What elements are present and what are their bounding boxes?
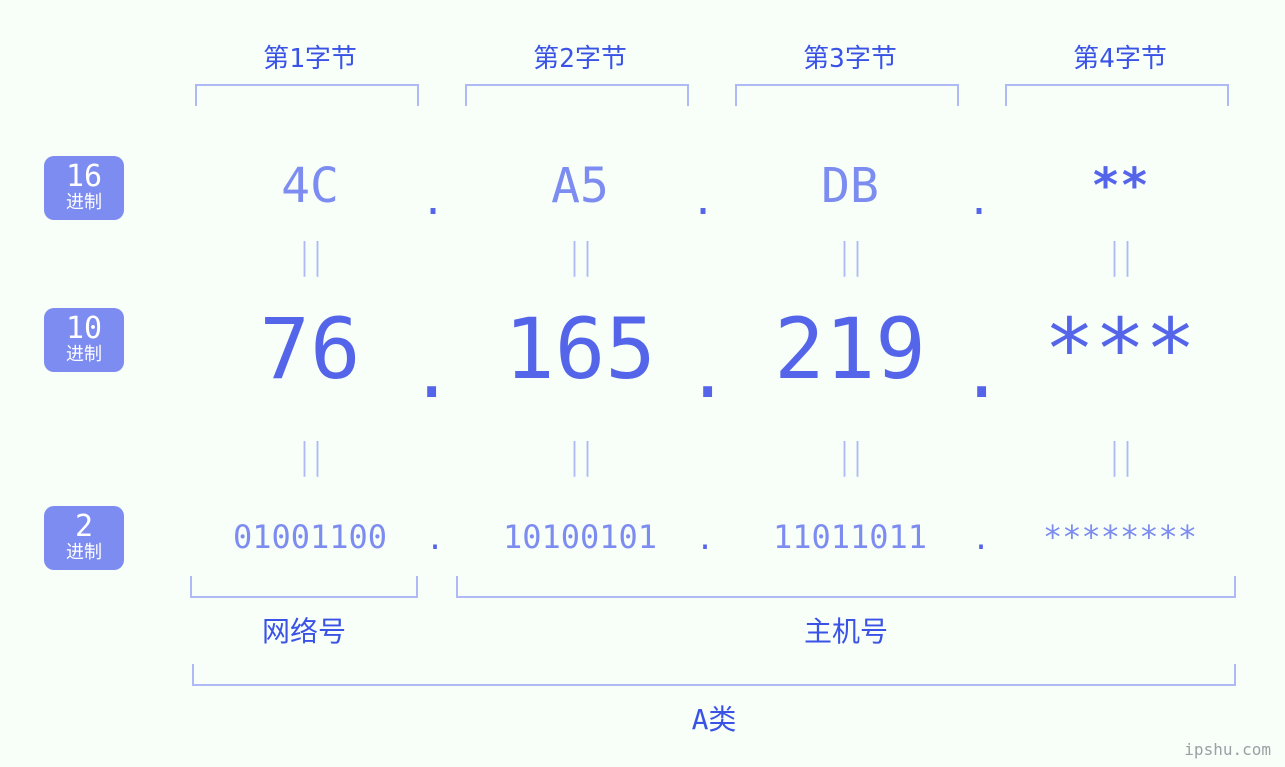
bracket-byte-4 (1005, 84, 1229, 106)
eq-2-3: || (838, 436, 862, 477)
dot-hex-2: . (688, 178, 718, 224)
label-class: A类 (192, 698, 1236, 738)
bracket-byte-1 (195, 84, 419, 106)
hex-byte-1: 4C (180, 158, 440, 214)
dot-hex-3: . (964, 178, 994, 224)
dot-bin-2: . (690, 522, 720, 557)
eq-1-3: || (838, 236, 862, 277)
bin-byte-4: ******** (990, 518, 1250, 556)
byte-header-2: 第2字节 (450, 38, 710, 75)
dec-byte-3: 219 (720, 300, 980, 398)
dot-bin-3: . (966, 522, 996, 557)
bin-byte-3: 11011011 (720, 518, 980, 556)
dec-byte-4: *** (990, 300, 1250, 398)
badge-base-10: 10 进制 (44, 308, 124, 372)
byte-header-4: 第4字节 (990, 38, 1250, 75)
label-host: 主机号 (456, 610, 1236, 650)
watermark: ipshu.com (1184, 740, 1271, 759)
dot-dec-1: . (410, 330, 440, 414)
eq-2-4: || (1108, 436, 1132, 477)
bin-byte-1: 01001100 (180, 518, 440, 556)
badge-txt: 进制 (44, 544, 124, 562)
dot-bin-1: . (420, 522, 450, 557)
badge-txt: 进制 (44, 346, 124, 364)
bracket-host (456, 576, 1236, 598)
dot-dec-2: . (686, 330, 716, 414)
bracket-byte-2 (465, 84, 689, 106)
bracket-class (192, 664, 1236, 686)
bin-byte-2: 10100101 (450, 518, 710, 556)
dec-byte-2: 165 (450, 300, 710, 398)
byte-header-1: 第1字节 (180, 38, 440, 75)
dec-byte-1: 76 (180, 300, 440, 398)
badge-txt: 进制 (44, 194, 124, 212)
eq-1-1: || (298, 236, 322, 277)
label-network: 网络号 (190, 610, 418, 650)
dot-dec-3: . (960, 330, 990, 414)
badge-base-2: 2 进制 (44, 506, 124, 570)
eq-2-2: || (568, 436, 592, 477)
dot-hex-1: . (418, 178, 448, 224)
badge-num: 2 (44, 512, 124, 542)
hex-byte-2: A5 (450, 158, 710, 214)
bracket-network (190, 576, 418, 598)
byte-header-3: 第3字节 (720, 38, 980, 75)
eq-1-2: || (568, 236, 592, 277)
eq-1-4: || (1108, 236, 1132, 277)
hex-byte-3: DB (720, 158, 980, 214)
badge-num: 10 (44, 314, 124, 344)
hex-byte-4: ** (990, 158, 1250, 214)
badge-base-16: 16 进制 (44, 156, 124, 220)
ip-diagram-canvas: 16 进制 10 进制 2 进制 第1字节 第2字节 第3字节 第4字节 4C … (0, 0, 1285, 767)
bracket-byte-3 (735, 84, 959, 106)
eq-2-1: || (298, 436, 322, 477)
badge-num: 16 (44, 162, 124, 192)
